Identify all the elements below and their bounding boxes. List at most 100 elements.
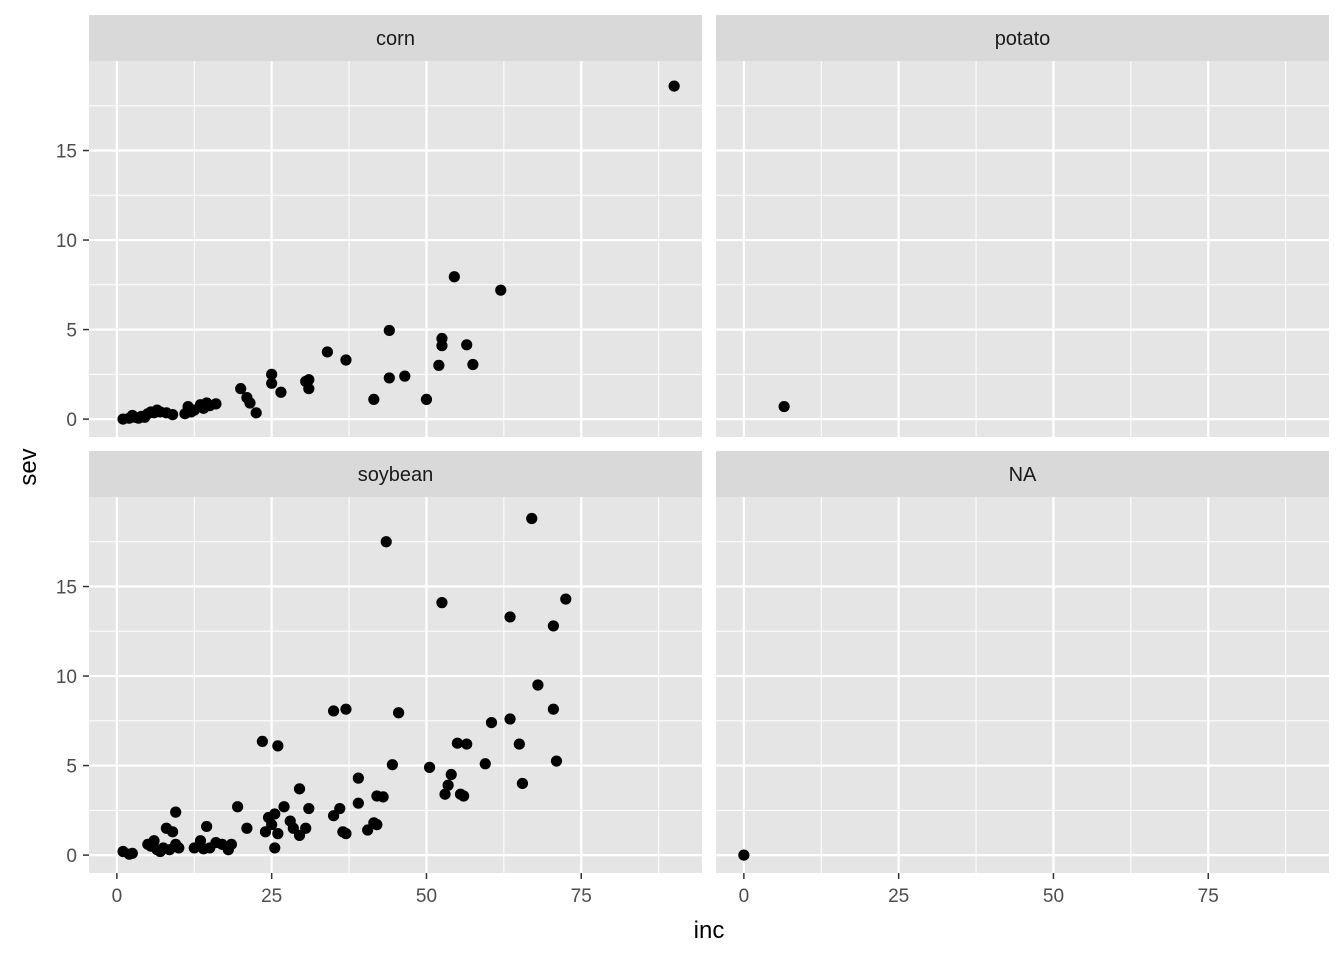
facet-strip <box>716 15 1329 61</box>
data-point <box>532 679 544 691</box>
data-point <box>272 740 284 752</box>
data-point <box>485 717 498 729</box>
facet-strip <box>89 451 702 497</box>
data-point <box>738 849 750 861</box>
gridlines <box>89 61 702 437</box>
data-point <box>526 512 538 525</box>
data-point <box>269 808 281 820</box>
data-point <box>445 768 457 781</box>
y-tick-label: 15 <box>56 142 77 163</box>
y-tick-label: 15 <box>56 578 77 599</box>
y-tick-label: 5 <box>66 757 77 778</box>
data-point <box>461 738 473 750</box>
x-axis-left: 0 25 50 75 <box>112 873 592 907</box>
gridlines <box>716 497 1329 873</box>
x-tick-label: 50 <box>416 886 437 907</box>
data-point <box>504 611 516 623</box>
data-point <box>383 324 395 337</box>
data-point <box>266 377 278 389</box>
facet-panel-potato: potato <box>716 15 1329 437</box>
data-point <box>225 838 238 850</box>
panel-background <box>716 497 1329 873</box>
data-point <box>352 772 364 784</box>
data-point <box>300 822 312 834</box>
panel-background <box>716 61 1329 437</box>
x-tick-label: 0 <box>112 886 123 907</box>
data-point <box>560 593 572 605</box>
data-point <box>513 738 525 750</box>
x-axis-title: inc <box>694 917 725 944</box>
x-tick-label: 50 <box>1043 886 1064 907</box>
x-tick-label: 0 <box>739 886 750 907</box>
data-point <box>668 80 680 92</box>
x-tick-label: 25 <box>888 886 909 907</box>
data-point <box>275 386 287 398</box>
data-point <box>778 400 790 413</box>
data-point <box>327 705 340 717</box>
data-point <box>303 374 315 386</box>
facet-strip <box>716 451 1329 497</box>
data-point <box>383 372 395 384</box>
data-point <box>340 354 352 366</box>
y-tick-label: 5 <box>66 321 77 342</box>
y-tick-label: 10 <box>56 231 77 252</box>
data-point <box>504 713 516 725</box>
data-point <box>380 536 392 548</box>
data-point <box>266 368 278 380</box>
y-tick-label: 0 <box>66 846 77 867</box>
data-point <box>352 797 364 809</box>
data-points <box>738 849 750 861</box>
data-point <box>550 755 563 767</box>
data-point <box>269 842 281 854</box>
data-point <box>451 737 464 749</box>
data-point <box>166 409 179 421</box>
facet-strip-label: potato <box>995 28 1051 50</box>
data-point <box>272 828 284 840</box>
data-point <box>256 735 268 748</box>
facet-strip-label: corn <box>376 28 415 50</box>
data-point <box>448 271 460 283</box>
facet-strip-label: NA <box>1009 464 1037 486</box>
data-points <box>117 512 572 860</box>
data-points <box>117 80 680 425</box>
facet-strip-label: soybean <box>358 464 434 486</box>
data-point <box>386 759 399 771</box>
data-point <box>377 791 389 803</box>
facet-panel-corn: corn <box>89 15 702 437</box>
x-axis-right: 0 25 50 75 <box>739 873 1219 907</box>
data-point <box>442 779 454 791</box>
data-point <box>423 761 436 773</box>
data-point <box>170 806 182 818</box>
data-point <box>303 383 315 395</box>
data-point <box>201 820 213 833</box>
data-point <box>547 703 559 715</box>
data-point <box>371 819 383 831</box>
facet-panels: corn potato soybean NA <box>89 15 1329 873</box>
panel-background <box>89 61 702 437</box>
data-point <box>250 407 262 419</box>
data-point <box>148 835 160 847</box>
facet-panel-na: NA <box>716 451 1329 873</box>
x-tick-label: 75 <box>1198 886 1219 907</box>
y-axis-title: sev <box>15 448 42 485</box>
y-axis-bottom: 0 5 10 15 <box>56 578 89 867</box>
data-point <box>436 597 448 609</box>
y-tick-label: 0 <box>66 410 77 431</box>
data-point <box>368 393 380 405</box>
data-point <box>334 802 346 815</box>
data-point <box>433 359 445 371</box>
data-point <box>303 802 315 815</box>
x-tick-label: 75 <box>571 886 592 907</box>
data-point <box>126 847 138 859</box>
data-point <box>467 358 479 371</box>
x-tick-label: 25 <box>261 886 282 907</box>
data-point <box>340 703 352 715</box>
data-point <box>461 339 473 351</box>
data-point <box>293 783 306 795</box>
data-point <box>244 397 256 409</box>
data-point <box>436 340 448 352</box>
data-point <box>458 790 470 802</box>
data-point <box>547 620 559 632</box>
facet-panel-soybean: soybean <box>89 451 702 873</box>
